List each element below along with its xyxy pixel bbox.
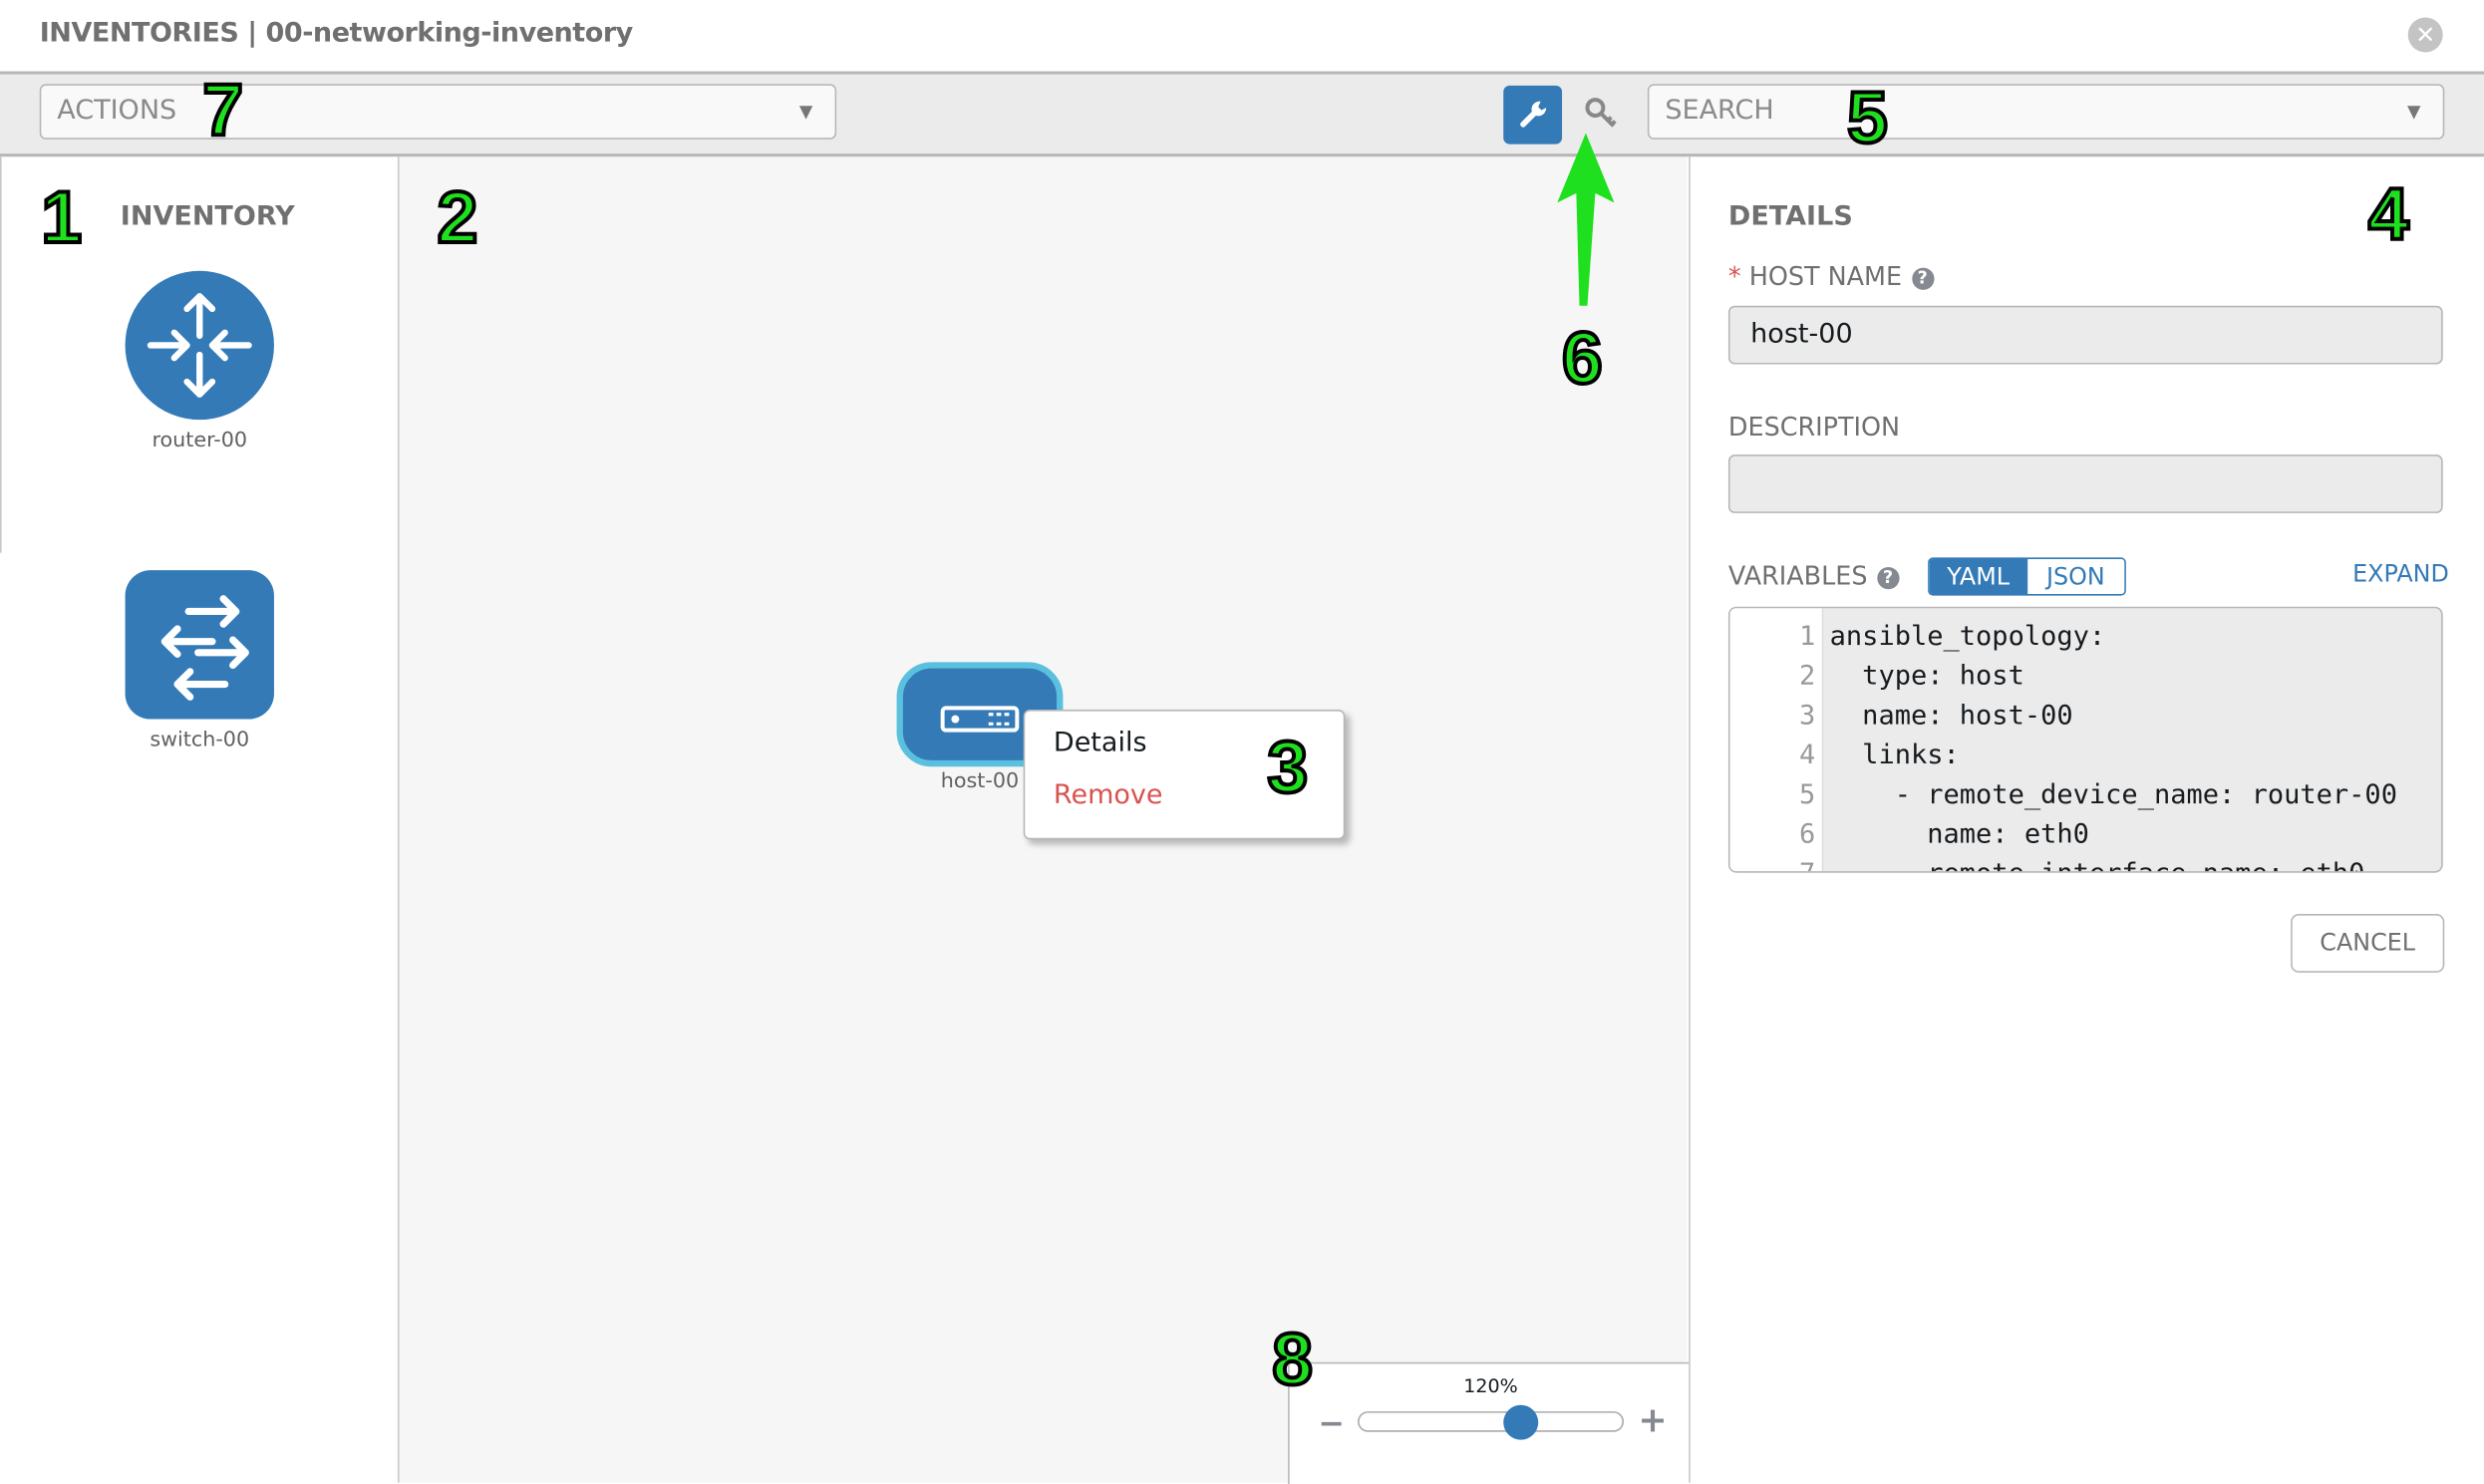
- annotation-2: 2: [436, 175, 480, 259]
- line-number: 5: [1799, 778, 1816, 811]
- zoom-in-icon[interactable]: +: [1638, 1401, 1668, 1442]
- switch-icon[interactable]: [125, 570, 274, 720]
- yaml-toggle[interactable]: YAML: [1929, 559, 2027, 594]
- search-dropdown[interactable]: SEARCH ▼: [1647, 84, 2445, 140]
- zoom-out-icon[interactable]: −: [1318, 1403, 1345, 1442]
- code-line: name: eth0: [1829, 818, 2089, 851]
- chevron-down-icon: ▼: [2406, 101, 2421, 123]
- help-icon[interactable]: ?: [1911, 267, 1934, 290]
- host-name-label-text: HOST NAME: [1748, 261, 1903, 292]
- help-icon[interactable]: ?: [1877, 566, 1900, 590]
- title-bar: [0, 0, 2484, 75]
- router-label: router-00: [152, 429, 248, 453]
- zoom-slider-thumb[interactable]: [1502, 1404, 1538, 1440]
- code-line: type: host: [1829, 660, 2024, 693]
- key-icon[interactable]: [1581, 92, 1622, 137]
- required-mark: *: [1727, 261, 1741, 292]
- code-line: ansible_topology:: [1829, 621, 2106, 653]
- zoom-slider-track[interactable]: [1358, 1411, 1625, 1432]
- menu-item-details[interactable]: Details: [1053, 727, 1147, 759]
- host-name-input[interactable]: host-00: [1727, 305, 2443, 365]
- description-input[interactable]: [1727, 454, 2443, 513]
- code-line: - remote_device_name: router-00: [1829, 778, 2397, 811]
- annotation-6: 6: [1560, 316, 1605, 400]
- host-label: host-00: [940, 769, 1020, 794]
- cancel-button[interactable]: CANCEL: [2291, 914, 2445, 973]
- line-number: 4: [1799, 740, 1816, 771]
- annotation-7: 7: [200, 68, 245, 150]
- json-toggle[interactable]: JSON: [2026, 559, 2125, 594]
- line-number: 7: [1730, 855, 1815, 871]
- router-icon[interactable]: [125, 270, 274, 421]
- code-line: links:: [1829, 740, 1960, 771]
- annotation-1: 1: [39, 175, 84, 259]
- inventory-title: INVENTORY: [120, 200, 295, 233]
- description-label: DESCRIPTION: [1727, 412, 1901, 443]
- line-gutter: [1729, 608, 1824, 872]
- host-icon: [940, 706, 1020, 733]
- variables-label-text: VARIABLES: [1727, 560, 1868, 591]
- format-toggle: YAML JSON: [1928, 557, 2126, 596]
- annotation-4: 4: [2366, 172, 2411, 255]
- zoom-control: 120% − +: [1288, 1361, 1690, 1484]
- wrench-icon[interactable]: [1503, 85, 1563, 145]
- chevron-down-icon: ▼: [798, 101, 813, 123]
- actions-label: ACTIONS: [57, 95, 177, 128]
- details-title: DETAILS: [1727, 200, 1853, 233]
- line-number: 2: [1799, 660, 1816, 693]
- switch-label: switch-00: [150, 729, 250, 752]
- context-menu: Details Remove: [1023, 710, 1346, 840]
- actions-dropdown[interactable]: ACTIONS ▼: [39, 84, 837, 140]
- menu-item-remove[interactable]: Remove: [1053, 778, 1163, 811]
- zoom-level: 120%: [1463, 1374, 1518, 1397]
- line-number: 6: [1799, 818, 1816, 851]
- variables-label: VARIABLES?: [1727, 560, 1900, 591]
- search-label: SEARCH: [1665, 95, 1774, 128]
- code-line: remote_interface_name: eth0: [1830, 855, 2364, 871]
- variables-editor[interactable]: 1 ansible_topology: 2 type: host 3 name: ho…: [1727, 606, 2443, 873]
- arrow-up-icon: [1557, 133, 1615, 306]
- host-name-label: * HOST NAME?: [1728, 261, 1934, 291]
- expand-link[interactable]: EXPAND: [2352, 559, 2449, 588]
- page-title: INVENTORIES | 00-networking-inventory: [39, 17, 634, 50]
- annotation-5: 5: [1845, 76, 1890, 158]
- annotation-3: 3: [1265, 725, 1310, 808]
- line-number: 1: [1799, 621, 1816, 653]
- divider: [0, 156, 2, 553]
- code-line: name: host-00: [1829, 700, 2073, 733]
- annotation-8: 8: [1270, 1318, 1315, 1400]
- line-number: 3: [1799, 700, 1816, 733]
- close-icon[interactable]: ✕: [2407, 17, 2443, 53]
